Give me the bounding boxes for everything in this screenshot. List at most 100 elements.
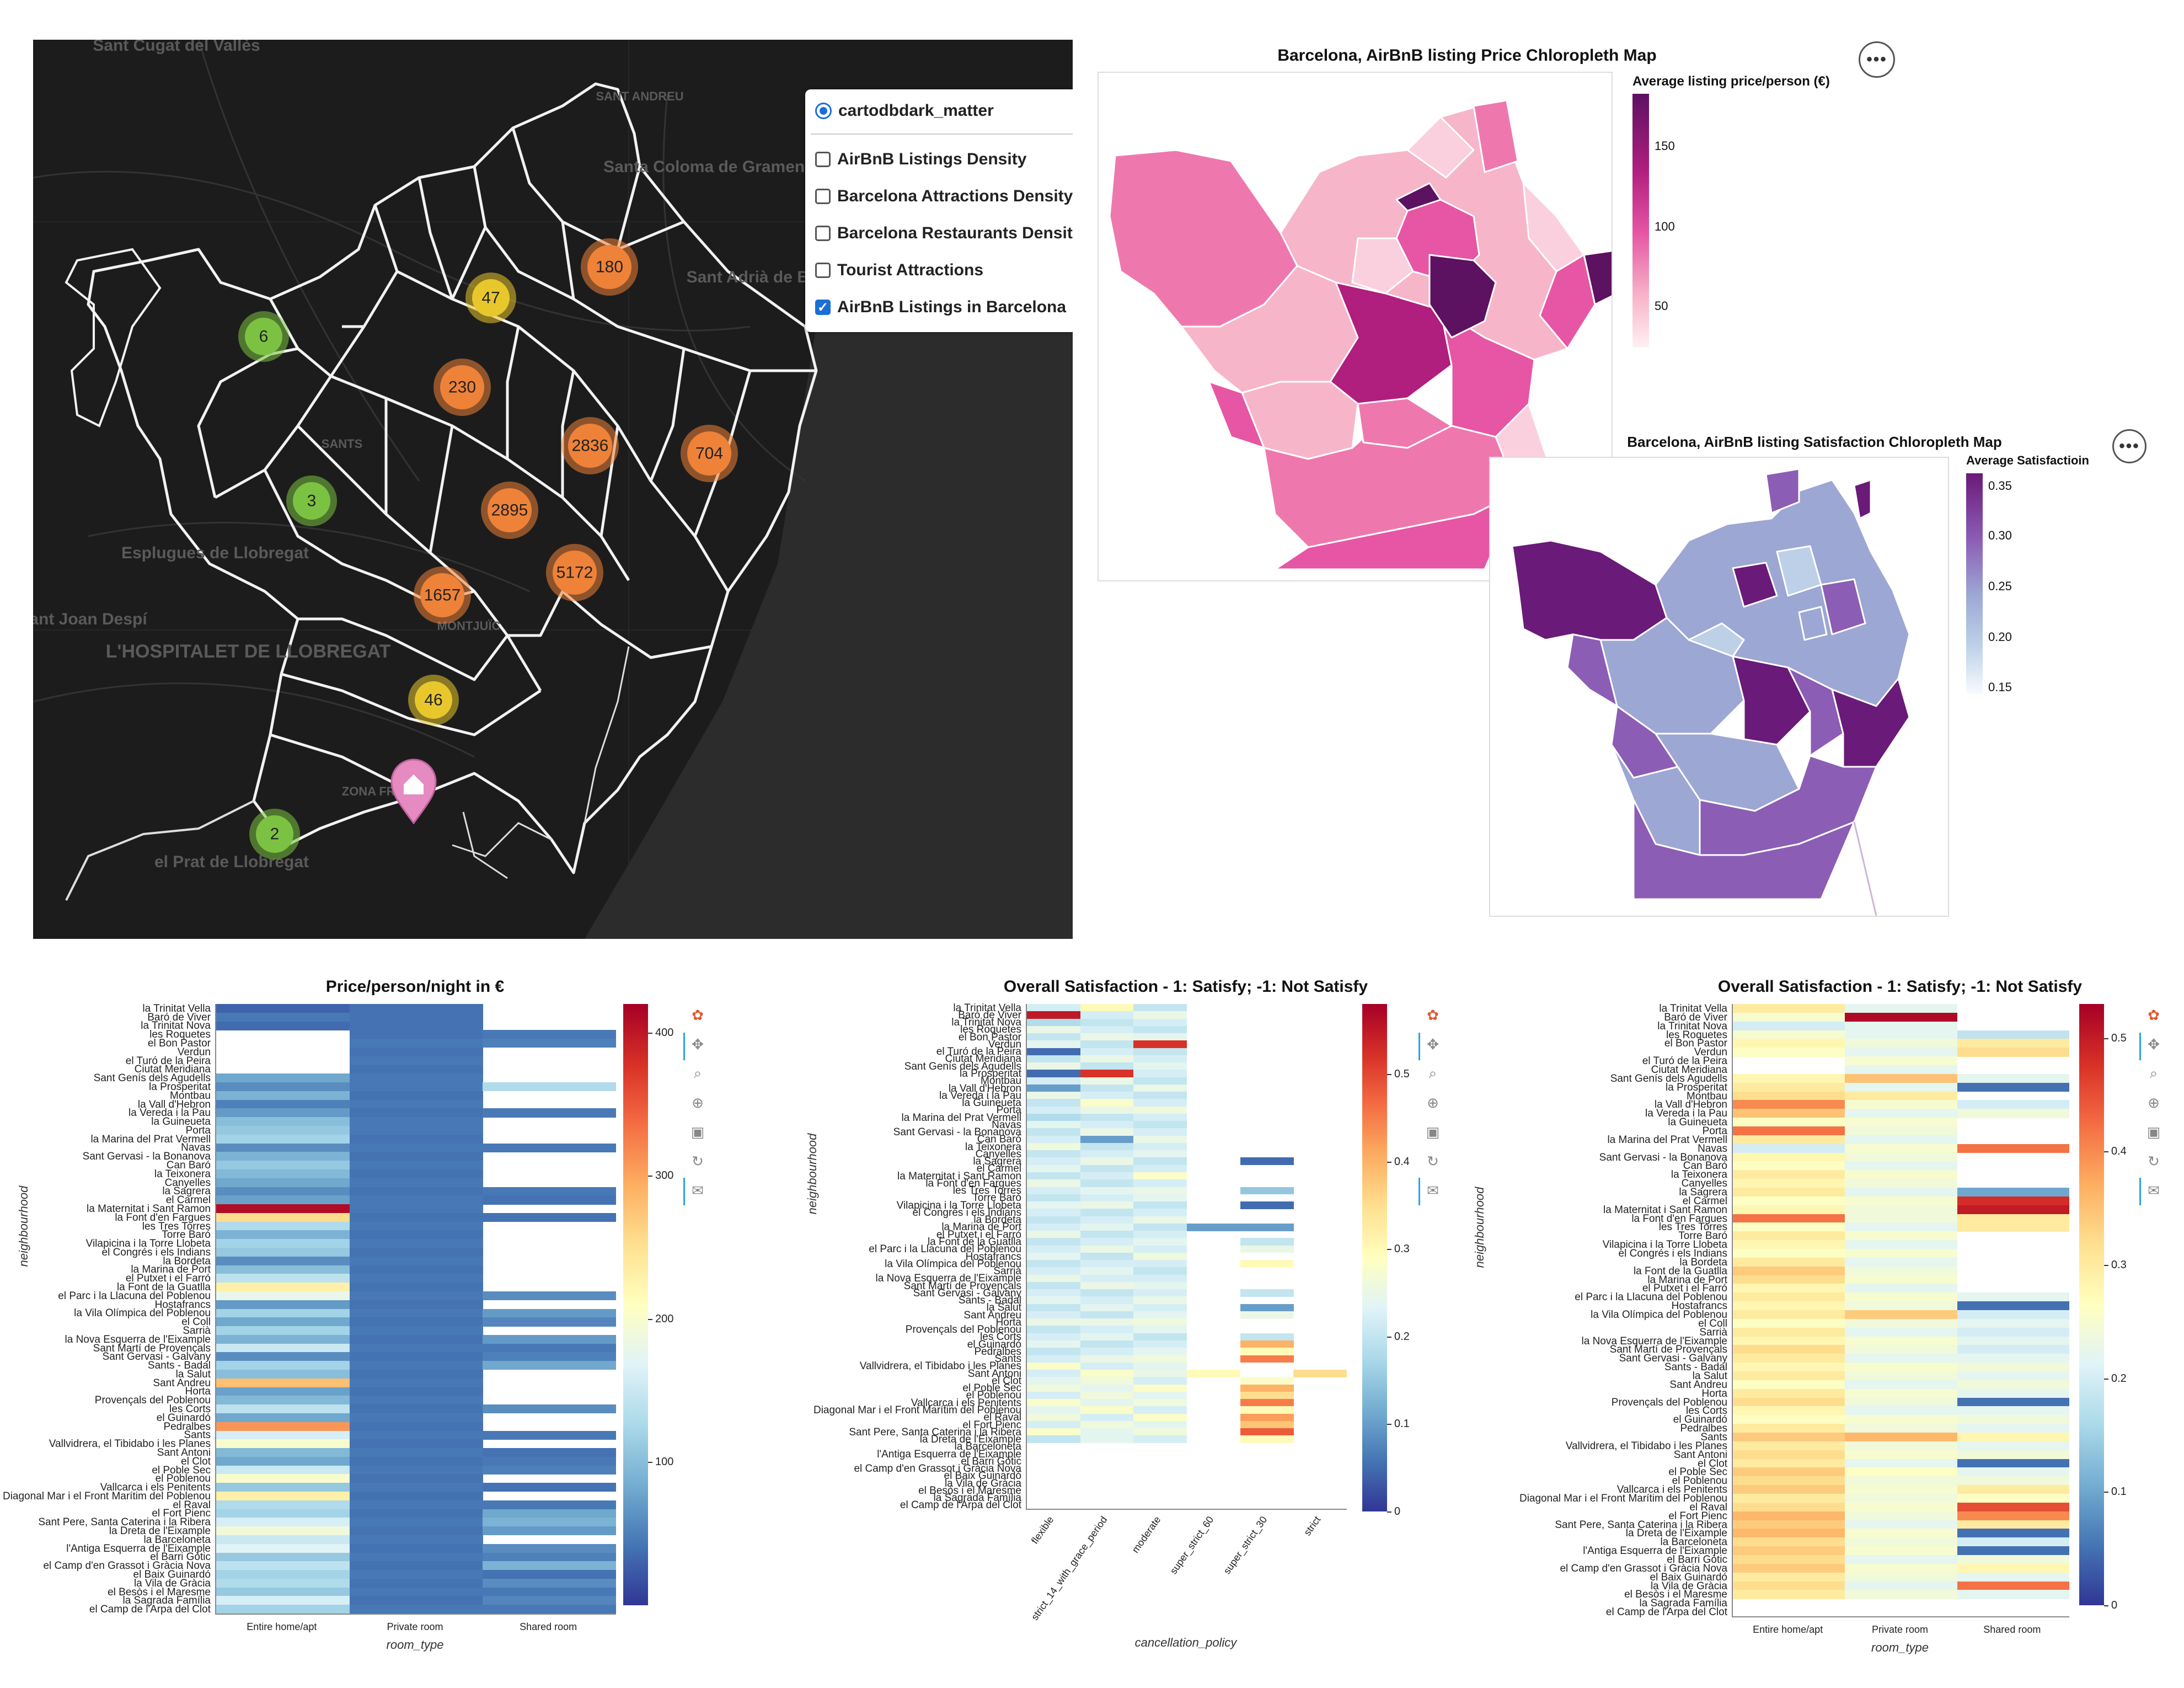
heatmap-cell[interactable] <box>216 1073 350 1083</box>
heatmap-cell[interactable] <box>349 1492 483 1501</box>
heatmap-cell[interactable] <box>1080 1077 1134 1085</box>
heatmap-cell[interactable] <box>1957 1109 2070 1118</box>
heatmap-cell[interactable] <box>349 1021 483 1030</box>
heatmap-cell[interactable] <box>1080 1106 1134 1114</box>
heatmap-cell[interactable] <box>349 1317 483 1327</box>
heatmap-cell[interactable] <box>1733 1537 1845 1547</box>
heatmap-cell[interactable] <box>1027 1245 1081 1253</box>
heatmap-cell[interactable] <box>1845 1100 1958 1109</box>
heatmap-cell[interactable] <box>349 1587 483 1596</box>
heatmap-cell[interactable] <box>216 1283 350 1292</box>
heatmap-cell[interactable] <box>1957 1520 2070 1529</box>
heatmap-cell[interactable] <box>1845 1205 1958 1215</box>
heatmap-cell[interactable] <box>216 1343 350 1353</box>
heatmap-cell[interactable] <box>1133 1142 1187 1151</box>
heatmap-cell[interactable] <box>1845 1590 1958 1599</box>
heatmap-cell[interactable] <box>349 1039 483 1048</box>
heatmap-cell[interactable] <box>1027 1326 1081 1334</box>
heatmap-cell[interactable] <box>1133 1370 1187 1377</box>
heatmap-cell[interactable] <box>216 1239 350 1248</box>
heatmap-cell[interactable] <box>483 1404 617 1414</box>
heatmap-cell[interactable] <box>1733 1135 1845 1145</box>
heatmap-cell[interactable] <box>1080 1435 1134 1444</box>
heatmap-cell[interactable] <box>1957 1144 2070 1153</box>
heatmap-cell[interactable] <box>1845 1284 1958 1293</box>
heatmap-cell[interactable] <box>216 1430 350 1440</box>
heatmap-cell[interactable] <box>1133 1413 1187 1422</box>
heatmap-cell[interactable] <box>1733 1590 1845 1599</box>
heatmap-cell[interactable] <box>349 1465 483 1475</box>
heatmap-cell[interactable] <box>1080 1128 1134 1136</box>
heatmap-cell[interactable] <box>1133 1106 1187 1114</box>
heatmap-cell[interactable] <box>483 1552 617 1562</box>
heatmap-cell[interactable] <box>1133 1348 1187 1355</box>
heatmap-cell[interactable] <box>349 1152 483 1161</box>
zoom-icon[interactable]: ⌕ <box>1428 1065 1437 1081</box>
heatmap-cell[interactable] <box>1733 1257 1845 1267</box>
heatmap-cell[interactable] <box>1080 1267 1134 1275</box>
heatmap-cell[interactable] <box>1133 1399 1187 1407</box>
heatmap-cell[interactable] <box>1080 1333 1134 1341</box>
heatmap-cell[interactable] <box>1293 1370 1347 1377</box>
heatmap-cell[interactable] <box>216 1004 350 1013</box>
heatmap-cell[interactable] <box>349 1378 483 1388</box>
heatmap-cell[interactable] <box>1957 1581 2070 1590</box>
heatmap-cell[interactable] <box>1027 1004 1081 1012</box>
heatmap-cell[interactable] <box>483 1543 617 1553</box>
heatmap-cell[interactable] <box>1027 1311 1081 1319</box>
heatmap-cell[interactable] <box>1733 1433 1845 1442</box>
heatmap-cell[interactable] <box>349 1326 483 1336</box>
heatmap-cell[interactable] <box>1845 1555 1958 1564</box>
heatmap-cell[interactable] <box>1845 1179 1958 1188</box>
heatmap-cell[interactable] <box>1957 1406 2070 1415</box>
heatmap-cell[interactable] <box>216 1387 350 1396</box>
heatmap-cell[interactable] <box>1845 1318 1958 1328</box>
heatmap-cell[interactable] <box>1957 1354 2070 1363</box>
heatmap-cell[interactable] <box>1133 1113 1187 1121</box>
heatmap-cell[interactable] <box>1133 1333 1187 1341</box>
heatmap-cell[interactable] <box>1957 1336 2070 1345</box>
heatmap-cell[interactable] <box>1080 1245 1134 1253</box>
heatmap-cell[interactable] <box>1733 1563 1845 1573</box>
heatmap-cell[interactable] <box>1133 1187 1187 1195</box>
heatmap-cell[interactable] <box>1733 1222 1845 1232</box>
heatmap-cell[interactable] <box>1133 1274 1187 1283</box>
heatmap-cell[interactable] <box>216 1108 350 1118</box>
heatmap-cell[interactable] <box>349 1430 483 1440</box>
heatmap-cell[interactable] <box>1845 1502 1958 1512</box>
heatmap-cell[interactable] <box>216 1091 350 1101</box>
heatmap-cell[interactable] <box>1027 1391 1081 1399</box>
heatmap-cell[interactable] <box>1133 1384 1187 1392</box>
heatmap-cell[interactable] <box>1133 1362 1187 1370</box>
heatmap-cell[interactable] <box>1845 1310 1958 1320</box>
heatmap-cell[interactable] <box>1733 1511 1845 1521</box>
heatmap-cell[interactable] <box>1957 1537 2070 1547</box>
heatmap-cell[interactable] <box>1957 1318 2070 1328</box>
heatmap-cell[interactable] <box>216 1361 350 1370</box>
heatmap-cell[interactable] <box>1957 1188 2070 1197</box>
heatmap-cell[interactable] <box>1027 1033 1081 1041</box>
heatmap-cell[interactable] <box>1733 1336 1845 1345</box>
wheel-zoom-icon[interactable]: ⊕ <box>2148 1094 2160 1111</box>
heatmap-cell[interactable] <box>349 1518 483 1527</box>
heatmap-cell[interactable] <box>349 1178 483 1187</box>
heatmap-cell[interactable] <box>349 1065 483 1074</box>
bokeh-logo-icon[interactable]: ✿ <box>1427 1006 1439 1023</box>
heatmap-cell[interactable] <box>216 1317 350 1327</box>
heatmap-cell[interactable] <box>216 1448 350 1457</box>
heatmap-cell[interactable] <box>1240 1340 1294 1348</box>
heatmap-cell[interactable] <box>1080 1260 1134 1268</box>
heatmap-cell[interactable] <box>216 1126 350 1135</box>
heatmap-cell[interactable] <box>1027 1435 1081 1444</box>
heatmap-cell[interactable] <box>349 1300 483 1309</box>
satisfaction-choropleth-frame[interactable] <box>1489 457 1949 917</box>
heatmap-cell[interactable] <box>483 1143 617 1152</box>
base-layer-option[interactable]: cartodbdark_matter <box>815 102 994 120</box>
heatmap-cell[interactable] <box>1080 1391 1134 1399</box>
heatmap-cell[interactable] <box>1133 1435 1187 1444</box>
heatmap-cell[interactable] <box>1133 1150 1187 1158</box>
heatmap-cell[interactable] <box>1080 1194 1134 1202</box>
heatmap-cell[interactable] <box>1845 1371 1958 1381</box>
heatmap-cell[interactable] <box>349 1117 483 1126</box>
heatmap-cell[interactable] <box>216 1352 350 1361</box>
